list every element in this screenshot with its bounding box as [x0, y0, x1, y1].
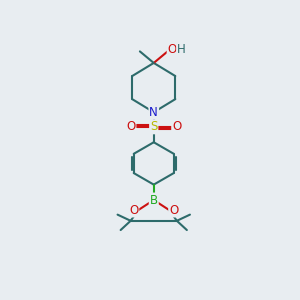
Text: O: O: [172, 120, 182, 134]
Text: O: O: [169, 203, 178, 217]
Text: B: B: [150, 194, 158, 206]
Text: O: O: [129, 203, 138, 217]
Text: O: O: [126, 120, 135, 134]
Text: H: H: [177, 43, 186, 56]
Text: O: O: [168, 43, 177, 56]
Text: S: S: [150, 120, 158, 134]
Text: N: N: [149, 106, 158, 119]
